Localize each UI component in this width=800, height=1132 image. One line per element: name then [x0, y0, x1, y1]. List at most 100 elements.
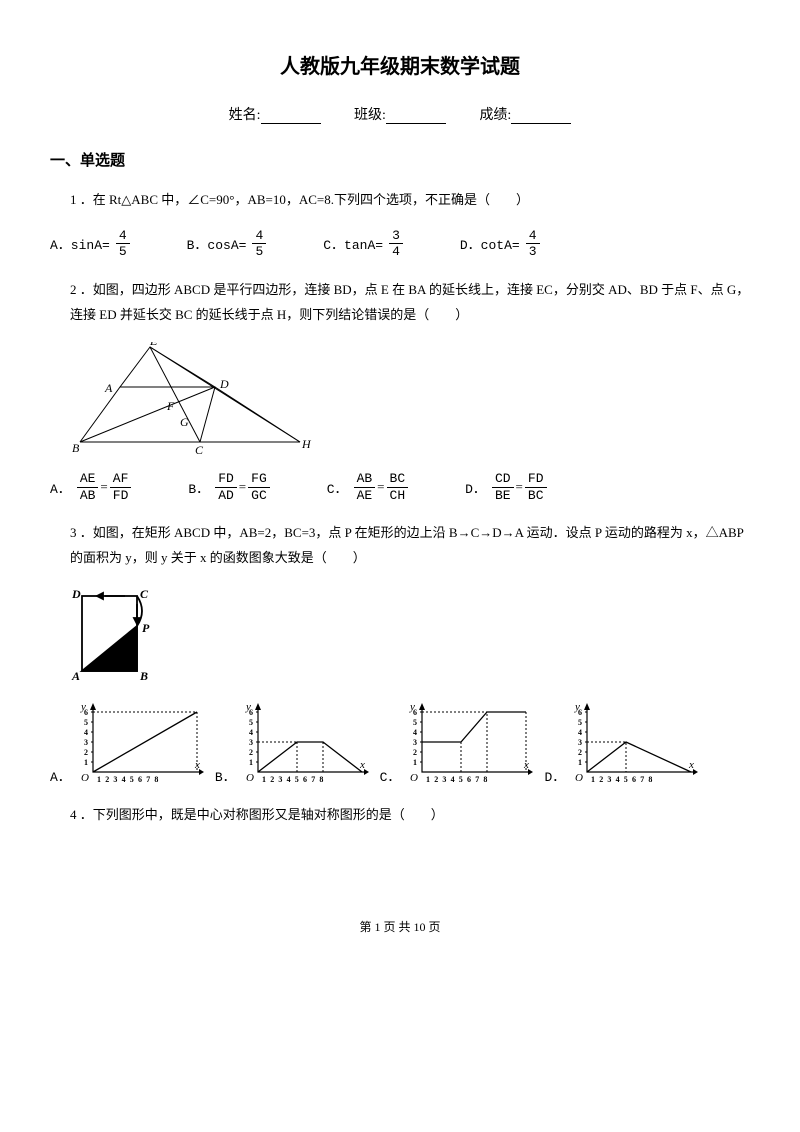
svg-text:x: x [359, 759, 365, 771]
svg-text:E: E [149, 342, 158, 348]
q2-opt-b: B． FDAD = FGGC [188, 471, 271, 503]
svg-text:4: 4 [578, 728, 582, 737]
equation: FDAD = FGGC [213, 471, 272, 503]
svg-text:D: D [219, 377, 229, 391]
class-blank[interactable] [386, 109, 446, 124]
question-2: 2 ．如图，四边形 ABCD 是平行四边形，连接 BD，点 E 在 BA 的延长… [70, 278, 750, 327]
svg-text:C: C [195, 443, 204, 457]
opt-label: C． [380, 766, 401, 785]
svg-text:O: O [575, 772, 583, 784]
opt-label: B．cosA= [187, 234, 247, 253]
svg-text:A: A [71, 669, 80, 683]
opt-label: C． [327, 478, 348, 497]
svg-text:5: 5 [84, 718, 88, 727]
svg-text:12345678: 12345678 [97, 775, 163, 784]
q3-opt-b: B． yxO12345678654321 [215, 700, 370, 785]
svg-text:B: B [72, 441, 80, 455]
svg-text:A: A [104, 381, 113, 395]
opt-label: A．sinA= [50, 234, 110, 253]
page-footer: 第 1 页 共 10 页 [50, 918, 750, 935]
question-1: 1 ．在 Rt△ABC 中，∠C=90°，AB=10，AC=8.下列四个选项，不… [70, 188, 750, 213]
q1-opt-b: B．cosA= 45 [187, 228, 269, 260]
svg-text:12345678: 12345678 [426, 775, 492, 784]
svg-text:2: 2 [249, 748, 253, 757]
page: 人教版九年级期末数学试题 姓名: 班级: 成绩: 一、单选题 1 ．在 Rt△A… [0, 0, 800, 965]
q2-figure: E A D F G B C H [70, 342, 750, 461]
svg-text:1: 1 [578, 758, 582, 767]
svg-text:6: 6 [413, 708, 417, 717]
svg-text:2: 2 [413, 748, 417, 757]
svg-text:3: 3 [249, 738, 253, 747]
svg-text:P: P [142, 621, 150, 635]
question-3: 3 ．如图，在矩形 ABCD 中，AB=2，BC=3，点 P 在矩形的边上沿 B… [70, 521, 750, 570]
name-label: 姓名: [229, 108, 261, 123]
q3-opt-d: D． yxO12345678654321 [544, 700, 699, 785]
svg-text:1: 1 [413, 758, 417, 767]
svg-text:1: 1 [249, 758, 253, 767]
section-header: 一、单选题 [50, 149, 750, 170]
svg-text:1: 1 [84, 758, 88, 767]
equation: CDBE = FDBC [490, 471, 549, 503]
svg-text:12345678: 12345678 [262, 775, 328, 784]
svg-text:H: H [301, 437, 312, 451]
q3-opt-a: A． yxO12345678654321 [50, 700, 205, 785]
name-blank[interactable] [261, 109, 321, 124]
graph-a: yxO12345678654321 [75, 700, 205, 785]
svg-text:6: 6 [578, 708, 582, 717]
svg-text:O: O [81, 772, 89, 784]
q2-opt-d: D． CDBE = FDBC [465, 471, 548, 503]
svg-text:6: 6 [84, 708, 88, 717]
q2-opt-c: C． ABAE = BCCH [327, 471, 410, 503]
svg-text:3: 3 [84, 738, 88, 747]
svg-text:3: 3 [578, 738, 582, 747]
fraction: 34 [389, 228, 403, 260]
page-title: 人教版九年级期末数学试题 [50, 50, 750, 79]
opt-label: B． [215, 766, 236, 785]
svg-text:D: D [71, 587, 81, 601]
opt-label: C．tanA= [323, 234, 383, 253]
opt-label: D．cotA= [460, 234, 520, 253]
q3-graph-options: A． yxO12345678654321 B． yxO1234567865432… [50, 700, 750, 785]
question-4: 4 ．下列图形中，既是中心对称图形又是轴对称图形的是（ ） [70, 803, 750, 828]
svg-text:2: 2 [84, 748, 88, 757]
svg-text:4: 4 [413, 728, 417, 737]
form-line: 姓名: 班级: 成绩: [50, 104, 750, 124]
svg-text:4: 4 [249, 728, 253, 737]
svg-text:5: 5 [578, 718, 582, 727]
fraction: 45 [116, 228, 130, 260]
svg-text:G: G [180, 415, 189, 429]
graph-d: yxO12345678654321 [569, 700, 699, 785]
graph-b: yxO12345678654321 [240, 700, 370, 785]
opt-label: A． [50, 478, 71, 497]
svg-text:6: 6 [249, 708, 253, 717]
score-blank[interactable] [511, 109, 571, 124]
svg-text:O: O [246, 772, 254, 784]
q2-options: A． AEAB = AFFD B． FDAD = FGGC C． ABAE = … [50, 471, 750, 503]
q1-opt-d: D．cotA= 43 [460, 228, 542, 260]
opt-label: A． [50, 766, 71, 785]
q3-opt-c: C． yxO12345678654321 [380, 700, 535, 785]
opt-label: D． [465, 478, 486, 497]
svg-text:x: x [688, 759, 694, 771]
svg-text:O: O [410, 772, 418, 784]
svg-text:C: C [140, 587, 149, 601]
svg-text:5: 5 [249, 718, 253, 727]
svg-text:4: 4 [84, 728, 88, 737]
opt-label: B． [188, 478, 209, 497]
svg-text:12345678: 12345678 [591, 775, 657, 784]
q3-rect-figure: D C P A B [70, 586, 750, 690]
rectangle-diagram: D C P A B [70, 586, 160, 686]
svg-text:2: 2 [578, 748, 582, 757]
svg-text:3: 3 [413, 738, 417, 747]
q1-opt-a: A．sinA= 45 [50, 228, 132, 260]
class-label: 班级: [354, 108, 386, 123]
opt-label: D． [544, 766, 565, 785]
fraction: 43 [526, 228, 540, 260]
q1-options: A．sinA= 45 B．cosA= 45 C．tanA= 34 D．cotA=… [50, 228, 750, 260]
svg-text:5: 5 [413, 718, 417, 727]
fraction: 45 [252, 228, 266, 260]
svg-text:F: F [166, 399, 175, 413]
svg-text:B: B [139, 669, 148, 683]
q2-opt-a: A． AEAB = AFFD [50, 471, 133, 503]
q1-opt-c: C．tanA= 34 [323, 228, 405, 260]
